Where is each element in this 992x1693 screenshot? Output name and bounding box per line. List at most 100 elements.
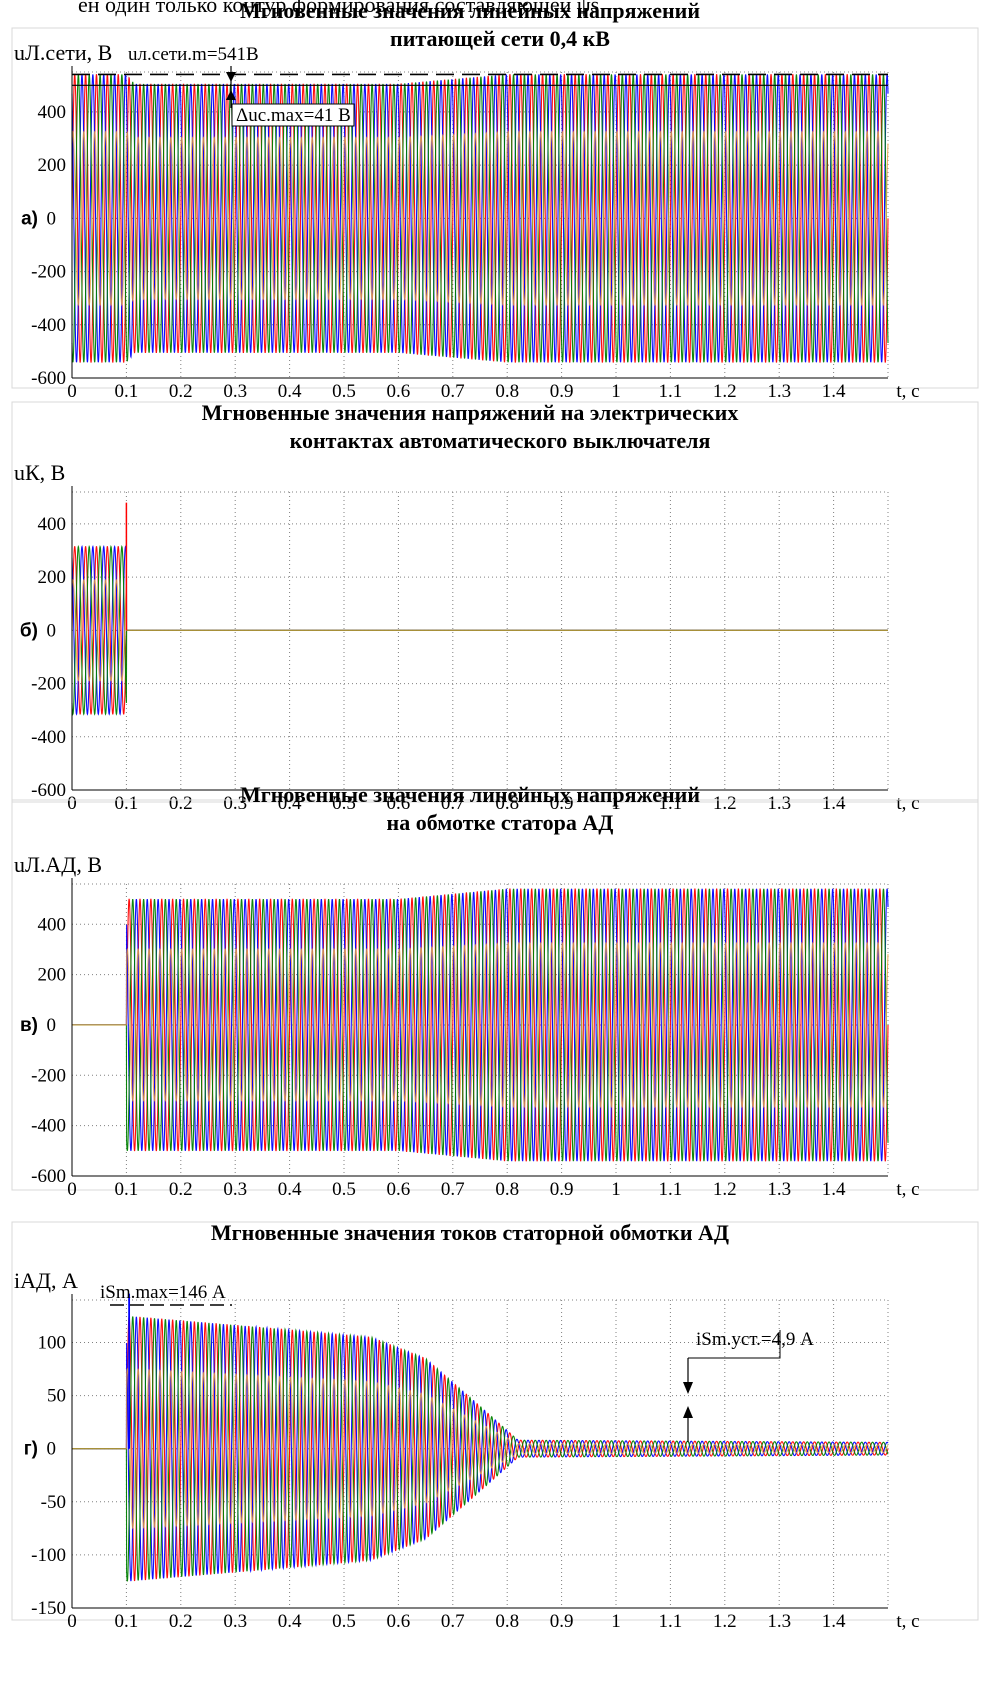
x-tick-label: 0.9 bbox=[550, 793, 574, 814]
x-tick-label: 1.4 bbox=[822, 793, 846, 814]
panel-label: а) bbox=[21, 208, 38, 229]
y-tick-label: 0 bbox=[47, 620, 57, 641]
x-tick-label: 0.8 bbox=[495, 1611, 519, 1632]
steady-arrow-head-up bbox=[683, 1406, 693, 1418]
annotations-panel-4: iSm.max=146 А iSm.уст.=4,9 А bbox=[100, 1282, 814, 1442]
delta-arrow-head-up bbox=[226, 90, 236, 100]
chart-panel-2: 0 0.1 0.2 0.3 0.4 0.5 0.6 0.7 0.8 0.9 1 1.1 1.2 1.3 1.… bbox=[11, 400, 979, 814]
x-tick-label: 0.8 bbox=[495, 381, 519, 402]
y-tick-label: 400 bbox=[38, 102, 67, 123]
x-tick-label: 1.4 bbox=[822, 1179, 846, 1200]
x-axis-label: t, с bbox=[896, 381, 919, 402]
x-tick-label: 0.1 bbox=[115, 1179, 139, 1200]
x-tick-label: 0.3 bbox=[223, 1611, 247, 1632]
waveform-phase-1 bbox=[71, 74, 889, 363]
x-tick-label: 0.8 bbox=[495, 793, 519, 814]
x-tick-label: 0.4 bbox=[278, 381, 302, 402]
x-tick-label: 0 bbox=[67, 1179, 77, 1200]
x-tick-label: 1.1 bbox=[659, 381, 683, 402]
y-tick-label: 200 bbox=[38, 155, 67, 176]
y-tick-label: -600 bbox=[31, 368, 66, 389]
x-tick-label: 1 bbox=[611, 1611, 621, 1632]
x-tick-label: 0.9 bbox=[550, 1179, 574, 1200]
x-tick-label: 0.6 bbox=[387, 1611, 411, 1632]
annotation-i-max: iSm.max=146 А bbox=[100, 1282, 226, 1303]
x-axis-label: t, с bbox=[896, 1179, 919, 1200]
x-tick-label: 0.9 bbox=[550, 381, 574, 402]
y-tick-label: -200 bbox=[31, 674, 66, 695]
x-tick-label: 0.7 bbox=[441, 1179, 465, 1200]
y-tick-label: 0 bbox=[47, 1015, 57, 1036]
y-tick-label: 400 bbox=[38, 514, 67, 535]
panel-label: в) bbox=[20, 1015, 38, 1036]
x-tick-label: 1 bbox=[611, 381, 621, 402]
y-tick-label: -400 bbox=[31, 315, 66, 336]
x-tick-label: 0.6 bbox=[387, 381, 411, 402]
waveform-phase-2 bbox=[72, 1316, 889, 1582]
x-tick-label: 1.2 bbox=[713, 381, 737, 402]
x-tick-label: 1.1 bbox=[659, 793, 683, 814]
annotation-u-max: uл.сети.m=541В bbox=[128, 44, 259, 65]
y-tick-label: -150 bbox=[31, 1598, 66, 1619]
x-tick-label: 1 bbox=[611, 793, 621, 814]
x-tick-label: 1.2 bbox=[713, 1179, 737, 1200]
waveform-phase-3 bbox=[72, 888, 889, 1162]
chart-panel-3: 0 0.1 0.2 0.3 0.4 0.5 0.6 0.7 0.8 0.9 1 1.1 1.2 1.3 1.… bbox=[11, 782, 979, 1200]
x-tick-label: 0.6 bbox=[387, 1179, 411, 1200]
x-tick-label: 1.2 bbox=[713, 1611, 737, 1632]
x-tick-label: 1.4 bbox=[822, 381, 846, 402]
y-tick-label: 200 bbox=[38, 965, 67, 986]
y-axis-label: uК, В bbox=[14, 460, 65, 485]
x-tick-label: 1.3 bbox=[767, 793, 791, 814]
x-tick-label: 0.1 bbox=[115, 793, 139, 814]
y-axis-label: uЛ.сети, В bbox=[14, 40, 112, 65]
x-tick-label: 1.1 bbox=[659, 1179, 683, 1200]
x-tick-label: 1.4 bbox=[822, 1611, 846, 1632]
y-tick-label: -100 bbox=[31, 1545, 66, 1566]
y-tick-label: -50 bbox=[41, 1492, 66, 1513]
x-tick-label: 0.7 bbox=[441, 1611, 465, 1632]
y-tick-label: 100 bbox=[38, 1332, 67, 1353]
panel-frame bbox=[11, 799, 979, 1191]
y-tick-label: -600 bbox=[31, 780, 66, 801]
x-axis-label: t, с bbox=[896, 1611, 919, 1632]
y-tick-label: -200 bbox=[31, 262, 66, 283]
annotation-leader bbox=[688, 1330, 781, 1359]
annotation-i-steady: iSm.уст.=4,9 А bbox=[696, 1329, 814, 1350]
x-tick-label: 1.3 bbox=[767, 381, 791, 402]
y-tick-label: -600 bbox=[31, 1166, 66, 1187]
x-tick-label: 0.2 bbox=[169, 1179, 193, 1200]
x-tick-label: 0.4 bbox=[278, 793, 302, 814]
x-tick-label: 0.6 bbox=[387, 793, 411, 814]
chart-title: Мгновенные значения линейных напряжений bbox=[240, 0, 700, 23]
chart-title: Мгновенные значения линейных напряжений bbox=[240, 782, 700, 807]
chart-title: Мгновенные значения токов статорной обмо… bbox=[211, 1220, 729, 1245]
x-tick-label: 0 bbox=[67, 381, 77, 402]
panel-label: г) bbox=[24, 1439, 38, 1460]
x-tick-label: 0.3 bbox=[223, 381, 247, 402]
waveform-phase-3 bbox=[71, 74, 889, 363]
delta-label-box bbox=[231, 103, 355, 127]
x-tick-label: 0.5 bbox=[332, 381, 356, 402]
waveform-phase-1 bbox=[72, 1315, 889, 1582]
annotations-panel-1: uл.сети.m=541В Δuс.max=41 В bbox=[72, 44, 888, 127]
x-tick-label: 1.2 bbox=[713, 793, 737, 814]
steady-arrow-head-down bbox=[683, 1382, 693, 1394]
chart-title: питающей сети 0,4 кВ bbox=[390, 26, 610, 51]
waveform-phase-1 bbox=[72, 888, 889, 1162]
x-tick-label: 1.3 bbox=[767, 1179, 791, 1200]
waveform-phase-4 bbox=[71, 579, 888, 682]
y-tick-label: 0 bbox=[47, 1439, 57, 1460]
y-axis-label: uЛ.АД, В bbox=[14, 852, 102, 877]
panel-label: б) bbox=[20, 620, 38, 641]
x-tick-label: 0.9 bbox=[550, 1611, 574, 1632]
panel-frame bbox=[11, 27, 979, 389]
x-tick-label: 0.4 bbox=[278, 1611, 302, 1632]
waveform-phase-3 bbox=[72, 1316, 889, 1582]
y-tick-label: -400 bbox=[31, 727, 66, 748]
x-tick-label: 0.5 bbox=[332, 793, 356, 814]
waveform-phase-4 bbox=[71, 130, 889, 307]
x-axis-label: t, с bbox=[896, 793, 919, 814]
y-tick-label: -400 bbox=[31, 1116, 66, 1137]
